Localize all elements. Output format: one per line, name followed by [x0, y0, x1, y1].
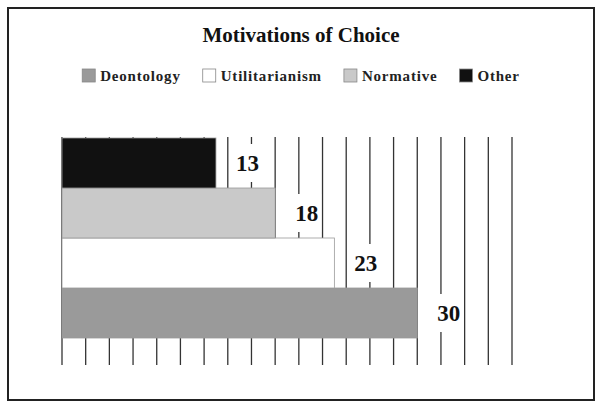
- legend-swatch: [203, 69, 216, 82]
- legend: Deontology Utilitarianism Normative Other: [82, 68, 520, 84]
- chart: Motivations of Choice Deontology Utilitari…: [0, 0, 602, 408]
- legend-label: Normative: [362, 68, 438, 84]
- title: Motivations of Choice: [202, 23, 399, 47]
- frame: [8, 8, 594, 400]
- legend-swatch: [344, 69, 357, 82]
- legend-item: Normative: [344, 68, 438, 84]
- legend-item: Utilitarianism: [203, 68, 322, 84]
- legend-swatch: [82, 69, 95, 82]
- bar: [62, 238, 334, 288]
- legend-item: Other: [459, 68, 519, 84]
- legend-label: Other: [477, 68, 519, 84]
- bars: [62, 138, 417, 338]
- legend-swatch: [459, 69, 472, 82]
- legend-label: Deontology: [100, 68, 181, 84]
- legend-label: Utilitarianism: [221, 68, 322, 84]
- grid: [62, 137, 512, 365]
- data-label: 18: [295, 201, 318, 226]
- data-label: 30: [437, 301, 460, 326]
- data-label: 23: [354, 251, 377, 276]
- grid-line: [464, 137, 465, 365]
- grid-line: [511, 137, 512, 365]
- legend-item: Deontology: [82, 68, 181, 84]
- bar: [62, 188, 275, 238]
- label-bg: [351, 244, 380, 282]
- data-label: 13: [236, 151, 259, 176]
- bar: [62, 138, 216, 188]
- label-bg: [434, 294, 463, 332]
- grid-line: [488, 137, 489, 365]
- label-bg: [292, 194, 321, 232]
- data-labels: 30 23 18 13: [233, 144, 463, 332]
- label-bg: [233, 144, 262, 182]
- bar: [62, 288, 417, 338]
